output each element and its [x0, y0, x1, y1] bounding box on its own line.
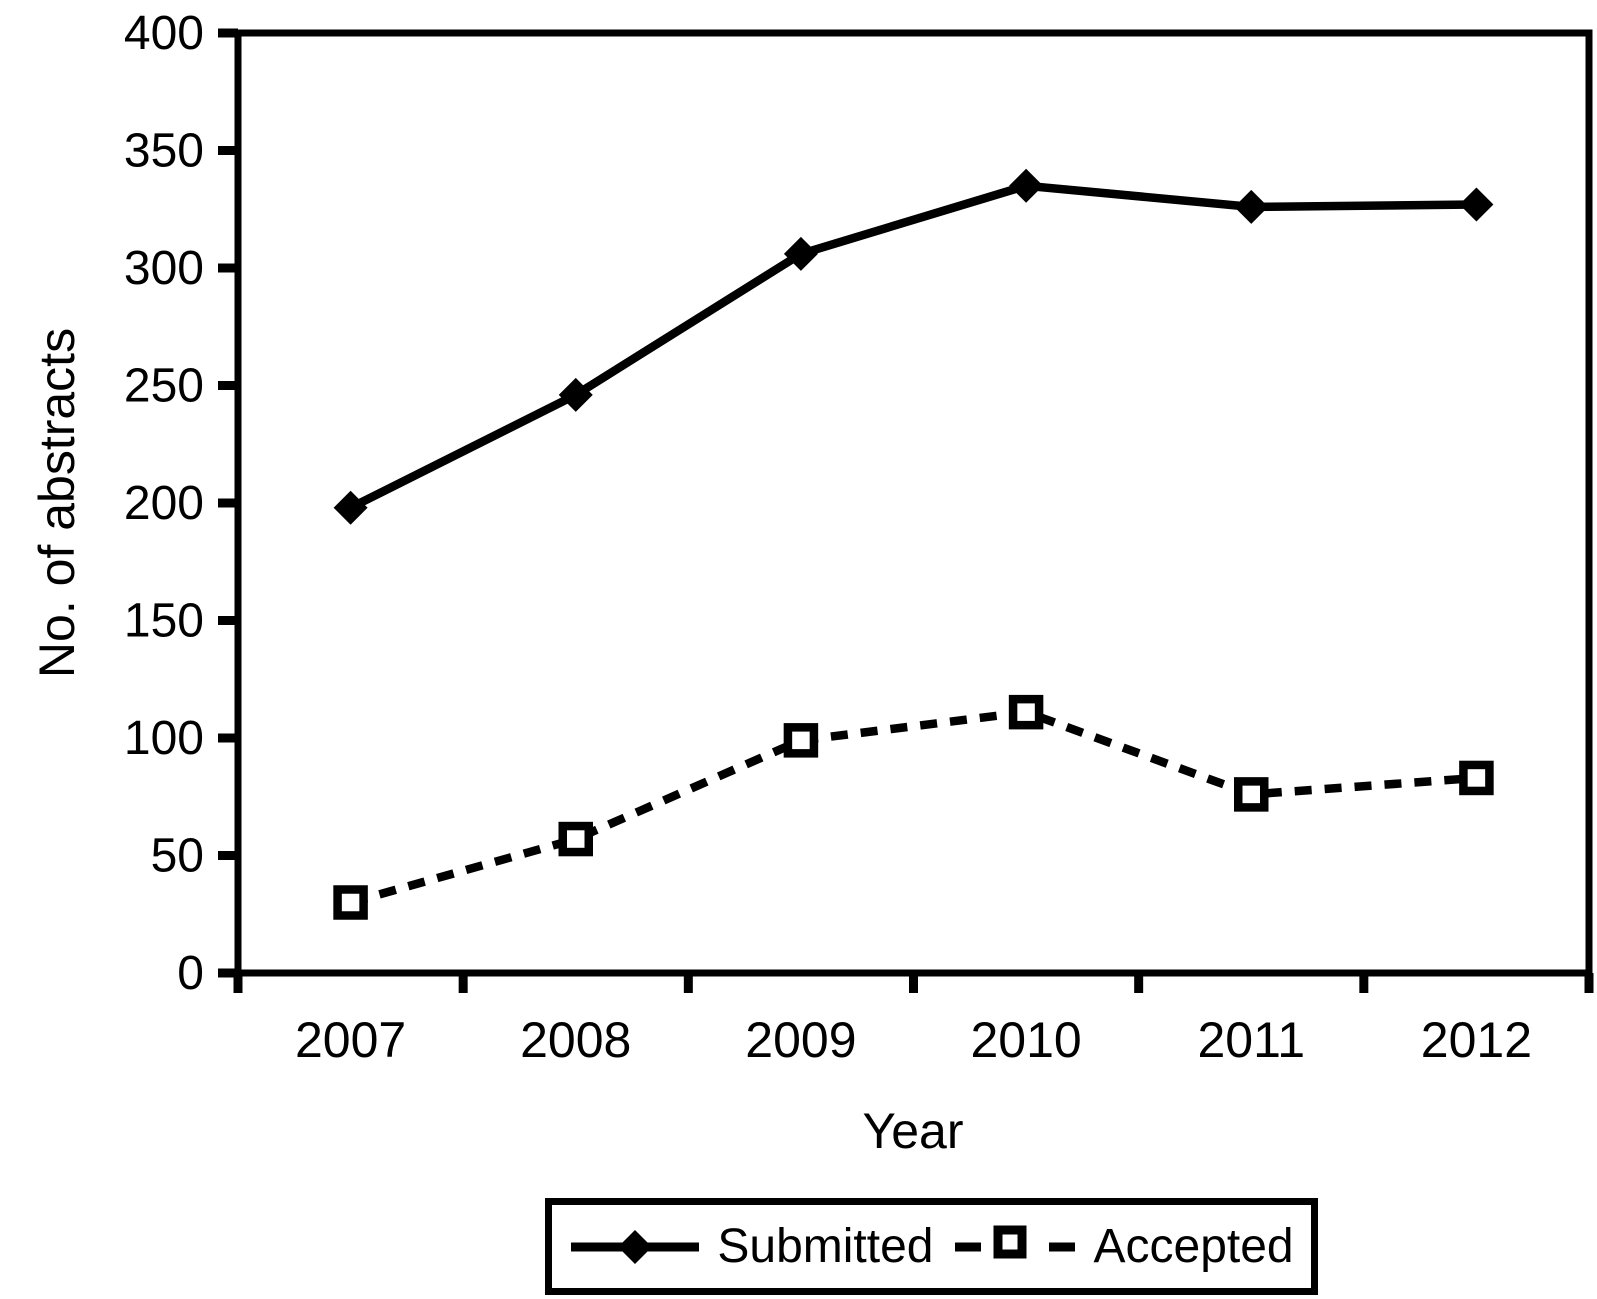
data-point-submitted-2012: [1459, 187, 1494, 222]
y-tick-label: 350: [124, 125, 204, 178]
data-point-accepted-2007: [333, 885, 368, 920]
data-point-submitted-2010: [1009, 168, 1044, 203]
legend-item-submitted: Submitted: [569, 1219, 934, 1273]
data-point-submitted-2008: [558, 377, 593, 412]
data-point-accepted-2010: [1008, 694, 1044, 730]
data-point-accepted-2012: [1459, 760, 1494, 796]
x-tick-label: 2008: [520, 1012, 631, 1068]
y-tick-label: 150: [124, 595, 204, 648]
submitted-line-diamond-icon: [571, 1229, 700, 1264]
plot-border: [234, 29, 1593, 977]
y-tick-label: 0: [177, 947, 204, 1000]
data-point-accepted-2011: [1234, 777, 1269, 812]
x-tick-label: 2009: [745, 1012, 856, 1068]
legend-item-accepted: Accepted: [953, 1219, 1294, 1273]
data-point-submitted-2009: [783, 236, 818, 271]
data-point-accepted-2009: [783, 723, 819, 758]
y-tick-label: 200: [124, 477, 204, 530]
series-line-submitted: [348, 181, 1477, 512]
x-tick-label: 2010: [970, 1012, 1081, 1068]
x-tick-label: 2012: [1421, 1012, 1532, 1068]
legend-label-accepted: Accepted: [1093, 1219, 1294, 1273]
y-tick-label: 100: [124, 712, 204, 765]
data-point-submitted-2011: [1234, 189, 1269, 224]
y-tick-label: 250: [124, 360, 204, 413]
x-axis-title: Year: [862, 1103, 964, 1159]
accepted-dash-square-icon: [955, 1225, 1076, 1258]
data-point-submitted-2007: [333, 490, 368, 525]
legend: Submitted Accepted: [545, 1198, 1318, 1295]
series-line-accepted: [349, 707, 1477, 907]
y-tick-label: 400: [124, 7, 204, 60]
data-point-accepted-2008: [558, 821, 593, 857]
y-tick-label: 50: [151, 830, 204, 883]
x-tick-label: 2011: [1197, 1012, 1305, 1068]
y-axis-title: No. of abstracts: [29, 327, 85, 679]
x-tick-label: 2007: [295, 1012, 406, 1068]
legend-label-submitted: Submitted: [717, 1219, 934, 1273]
y-tick-label: 300: [124, 242, 204, 295]
